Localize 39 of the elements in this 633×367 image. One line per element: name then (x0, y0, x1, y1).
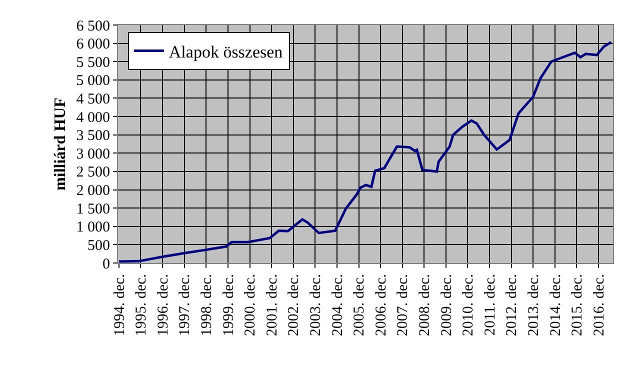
x-tick-label: 2005. dec. (352, 274, 368, 336)
x-tick-label: 1994. dec. (112, 274, 128, 336)
x-tick-label: 2010. dec. (460, 274, 477, 336)
y-tick-label: 5 500 (76, 54, 110, 71)
x-tick-label: 2002. dec. (286, 274, 302, 336)
x-tick-label: 1999. dec. (220, 274, 237, 336)
x-tick-label: 1998. dec. (199, 274, 216, 336)
y-tick-label: 0 (102, 256, 110, 272)
y-tick-label: 5 000 (76, 73, 110, 90)
x-tick-label: 1996. dec. (155, 274, 172, 336)
y-tick-label: 6 500 (76, 18, 110, 34)
x-tick-label: 2000. dec. (242, 274, 259, 336)
x-tick-label: 1997. dec. (177, 274, 194, 336)
y-tick-label: 1 500 (76, 201, 110, 218)
x-tick-label: 2004. dec. (330, 274, 346, 336)
y-tick-label: 2 500 (76, 164, 110, 181)
x-tick-label: 2013. dec. (526, 274, 542, 336)
y-tick-label: 3 000 (76, 146, 110, 162)
y-tick-label: 2 000 (76, 183, 110, 200)
y-tick-label: 4 500 (76, 91, 110, 108)
y-tick-label: 1 000 (76, 220, 110, 236)
x-tick-label: 2011. dec. (482, 274, 498, 336)
x-tick-label: 1995. dec. (134, 274, 150, 336)
y-tick-label: 6 000 (76, 36, 110, 53)
x-tick-label: 2008. dec. (417, 274, 434, 336)
x-tick-label: 2014. dec. (548, 274, 564, 336)
x-tick-label: 2003. dec. (308, 274, 324, 336)
y-tick-label: 4 000 (76, 110, 110, 126)
x-tick-label: 2015. dec. (570, 274, 586, 336)
y-tick-label: 3 500 (76, 128, 110, 144)
x-tick-label: 2009. dec. (438, 274, 455, 336)
x-tick-label: 2007. dec. (395, 274, 412, 336)
x-tick-label: 2012. dec. (504, 274, 520, 336)
legend-label: Alapok összesen (168, 42, 284, 62)
x-tick-label: 2006. dec. (373, 274, 390, 336)
y-tick-label: 500 (88, 238, 110, 254)
y-axis-title: milliárd HUF (52, 97, 70, 190)
x-tick-label: 2016. dec. (591, 274, 608, 336)
x-tick-label: 2001. dec. (264, 274, 280, 336)
